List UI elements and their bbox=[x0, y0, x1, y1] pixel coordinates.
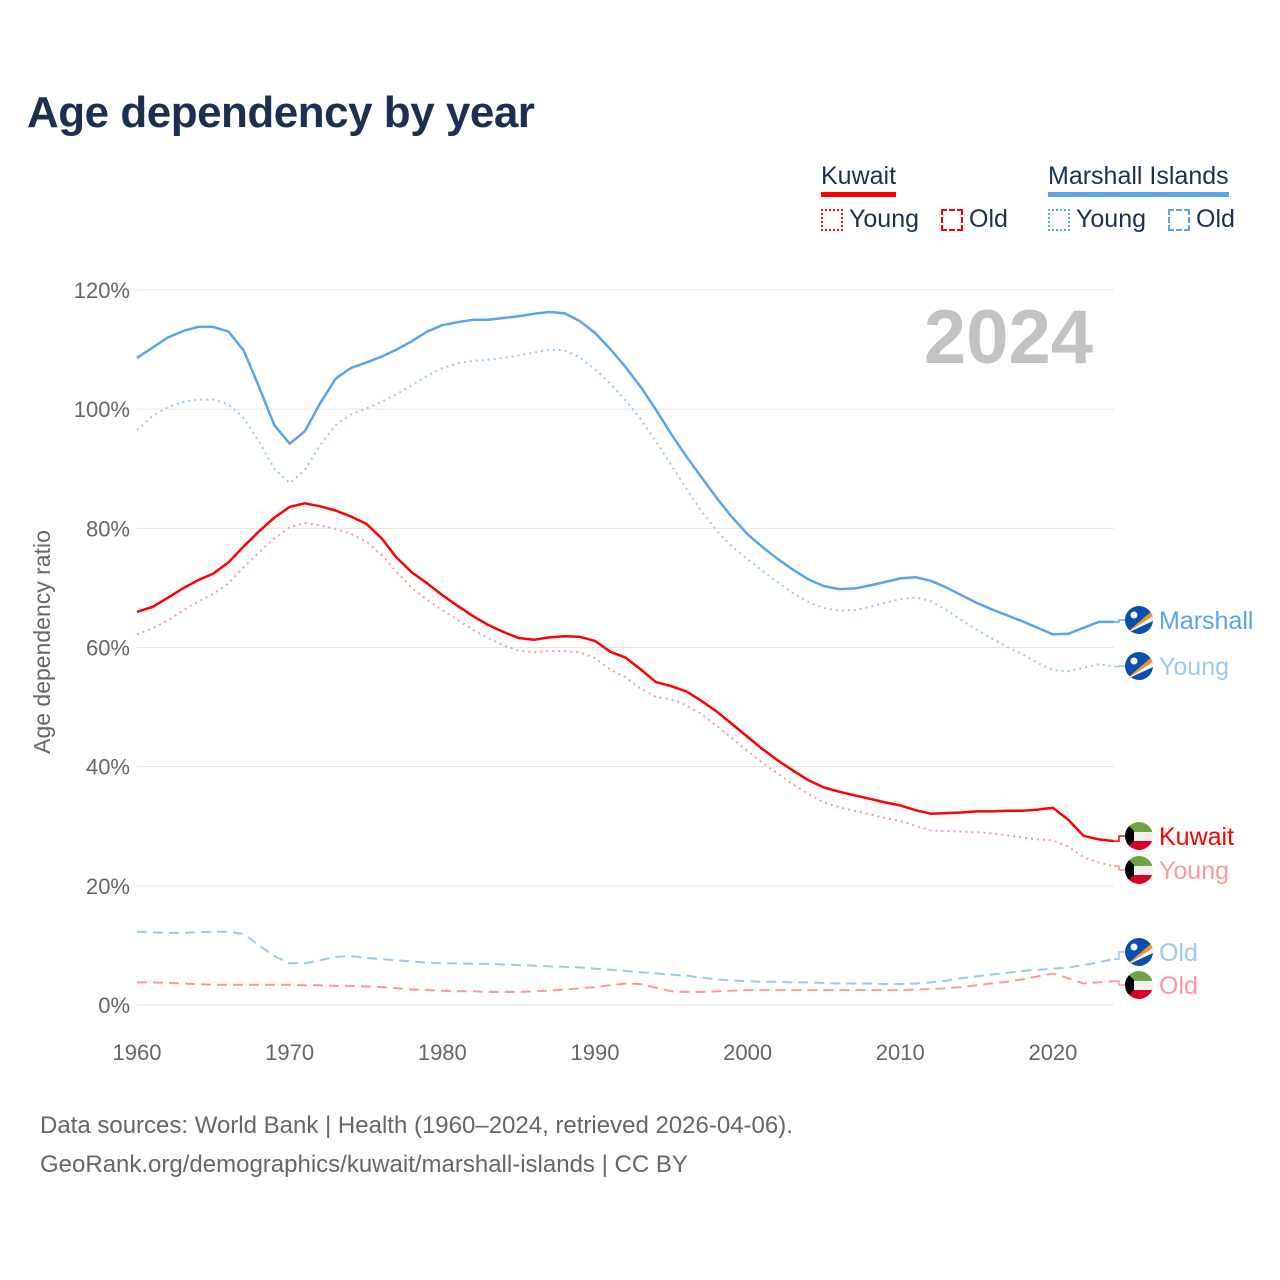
x-tick-label: 1990 bbox=[570, 1040, 619, 1065]
label-connector bbox=[1114, 865, 1126, 871]
chart-title: Age dependency by year bbox=[27, 88, 535, 137]
kuwait-flag-icon bbox=[1125, 822, 1153, 850]
series-line-kuwait-old bbox=[137, 972, 1115, 993]
end-label: Kuwait bbox=[1159, 823, 1234, 851]
y-tick-label: 0% bbox=[98, 993, 130, 1018]
legend-marshall-old: Old bbox=[1196, 205, 1235, 233]
x-tick-label: 2000 bbox=[723, 1040, 772, 1065]
y-tick-label: 120% bbox=[74, 278, 130, 303]
label-connector bbox=[1114, 980, 1126, 986]
kuwait-flag-icon bbox=[1125, 856, 1153, 884]
label-connector bbox=[1114, 619, 1126, 623]
legend-marshall-young: Young bbox=[1076, 205, 1146, 233]
kuwait-flag-icon bbox=[1125, 971, 1153, 999]
legend-marshall: Marshall Islands Young Old bbox=[1048, 162, 1235, 234]
x-tick-label: 1970 bbox=[265, 1040, 314, 1065]
x-tick-label: 2010 bbox=[876, 1040, 925, 1065]
y-tick-label: 80% bbox=[86, 516, 130, 541]
legend-dashed-swatch bbox=[941, 208, 963, 231]
end-label: Old bbox=[1159, 972, 1198, 1000]
y-tick-label: 20% bbox=[86, 874, 130, 899]
x-tick-label: 1960 bbox=[113, 1040, 162, 1065]
end-label: Old bbox=[1159, 939, 1198, 967]
label-connector bbox=[1114, 835, 1126, 842]
series-line-kuwait-young bbox=[136, 522, 1115, 868]
label-connector bbox=[1114, 951, 1126, 960]
data-source-text: Data sources: World Bank | Health (1960–… bbox=[40, 1112, 793, 1139]
legend-marshall-label: Marshall Islands bbox=[1048, 162, 1229, 197]
y-tick-label: 40% bbox=[86, 755, 130, 780]
marshall-islands-flag-icon bbox=[1125, 652, 1153, 680]
legend-kuwait: Kuwait Young Old bbox=[821, 162, 1008, 234]
legend-kuwait-label: Kuwait bbox=[821, 162, 897, 197]
legend-kuwait-young: Young bbox=[849, 205, 919, 233]
attribution-text: GeoRank.org/demographics/kuwait/marshall… bbox=[40, 1151, 688, 1178]
y-tick-label: 100% bbox=[74, 397, 130, 422]
year-watermark: 2024 bbox=[924, 295, 1093, 380]
series-line-marshall-islands-old bbox=[136, 930, 1115, 986]
marshall-islands-flag-icon bbox=[1125, 606, 1153, 634]
legend-kuwait-old: Old bbox=[969, 205, 1008, 233]
end-label: Young bbox=[1159, 857, 1229, 885]
series-line-marshall-islands-young bbox=[136, 348, 1115, 673]
end-label: Marshall bbox=[1159, 607, 1253, 635]
footer: Data sources: World Bank | Health (1960–… bbox=[40, 1106, 793, 1184]
y-axis-label: Age dependency ratio bbox=[29, 530, 55, 754]
legend-dotted-swatch bbox=[1048, 208, 1070, 231]
series-line-kuwait bbox=[136, 502, 1115, 843]
legend-dotted-swatch bbox=[821, 208, 843, 231]
x-tick-label: 2020 bbox=[1028, 1040, 1077, 1065]
marshall-islands-flag-icon bbox=[1125, 938, 1153, 966]
end-label: Young bbox=[1159, 653, 1229, 681]
label-connector bbox=[1114, 665, 1126, 668]
x-tick-label: 1980 bbox=[418, 1040, 467, 1065]
legend-dashed-swatch bbox=[1168, 208, 1190, 231]
y-tick-label: 60% bbox=[86, 636, 130, 661]
series-line-marshall-islands bbox=[136, 310, 1114, 636]
